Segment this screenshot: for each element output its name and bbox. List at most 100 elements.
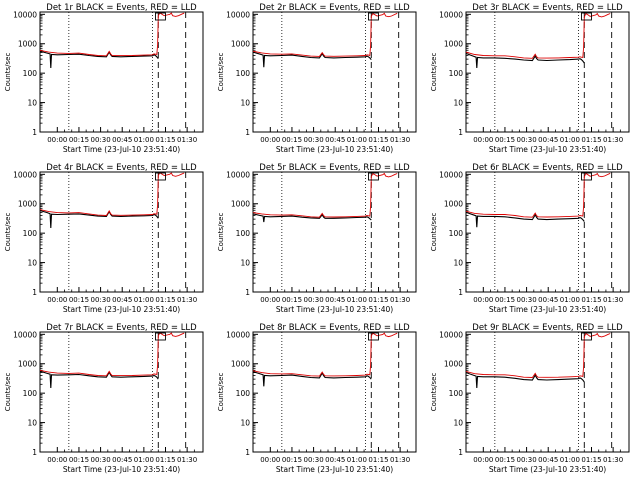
chart-7-y-tick-label: 1 <box>32 448 37 457</box>
chart-5-x-tick-label: 00:45 <box>325 296 345 304</box>
chart-6-title: Det 6r BLACK = Events, RED = LLD <box>472 163 623 173</box>
chart-9-series-events-line <box>466 372 585 389</box>
chart-3-x-tick-label: 00:00 <box>473 136 493 144</box>
chart-9-x-tick-label: 01:15 <box>581 456 601 464</box>
chart-2-y-tick-label: 1 <box>245 128 250 137</box>
chart-1-x-tick-label: 00:15 <box>69 136 89 144</box>
chart-6-x-tick-label: 00:45 <box>538 296 558 304</box>
chart-8-x-tick-label: 01:15 <box>368 456 388 464</box>
chart-6-x-axis-label: Start Time (23-Jul-10 23:51:40) <box>489 305 606 314</box>
chart-7-x-tick-label: 00:30 <box>90 456 110 464</box>
chart-8-y-tick-label: 1000 <box>231 360 250 369</box>
chart-9-plot-frame <box>465 331 630 453</box>
chart-4-series-events-line <box>40 209 159 229</box>
chart-6-y-tick-label: 1 <box>458 288 463 297</box>
chart-3-x-tick-label: 01:15 <box>581 136 601 144</box>
chart-7-x-axis-label: Start Time (23-Jul-10 23:51:40) <box>63 465 180 474</box>
chart-4-y-tick-label: 1 <box>32 288 37 297</box>
chart-5-x-tick-label: 01:30 <box>390 296 410 304</box>
chart-4-series-lld-line <box>40 172 185 216</box>
chart-2-plot-frame <box>252 11 417 133</box>
chart-6-box-marker <box>580 172 592 181</box>
chart-2-y-tick-label: 10000 <box>226 10 250 19</box>
chart-6-plot-frame <box>465 171 630 293</box>
chart-8-y-tick-label: 10 <box>240 419 250 428</box>
chart-1-x-tick-label: 00:30 <box>90 136 110 144</box>
chart-7-x-tick-label: 00:00 <box>47 456 67 464</box>
chart-6-x-tick-label: 01:30 <box>603 296 623 304</box>
chart-panel-9: Det 9r BLACK = Events, RED = LLD Counts/s… <box>430 323 630 474</box>
chart-8-y-tick-label: 10000 <box>226 330 250 339</box>
chart-6-y-tick-label: 100 <box>449 229 464 238</box>
chart-4-x-tick-label: 00:45 <box>112 296 132 304</box>
chart-3-x-tick-label: 01:00 <box>560 136 580 144</box>
chart-3-x-tick-label: 01:30 <box>603 136 623 144</box>
chart-1-y-tick-label: 10000 <box>13 10 37 19</box>
chart-3-series-lld-line <box>466 12 611 59</box>
chart-9-x-tick-label: 01:30 <box>603 456 623 464</box>
chart-2-y-tick-label: 100 <box>236 69 251 78</box>
chart-1-y-tick-label: 100 <box>23 69 38 78</box>
chart-5-x-tick-label: 00:00 <box>260 296 280 304</box>
chart-3-y-tick-label: 1000 <box>444 40 463 49</box>
chart-2-y-tick-label: 10 <box>240 99 250 108</box>
chart-8-y-tick-label: 100 <box>236 389 251 398</box>
chart-panel-2: Det 2r BLACK = Events, RED = LLD Counts/s… <box>217 3 417 154</box>
chart-1-plot-frame <box>39 11 204 133</box>
chart-2-y-axis-label: Counts/sec <box>217 53 225 92</box>
chart-2-title: Det 2r BLACK = Events, RED = LLD <box>259 3 410 13</box>
chart-5-plot-frame <box>252 171 417 293</box>
chart-5-y-tick-label: 100 <box>236 229 251 238</box>
chart-1-y-tick-label: 1000 <box>18 40 37 49</box>
chart-9-y-axis-label: Counts/sec <box>430 373 438 412</box>
chart-4-y-tick-label: 1000 <box>18 200 37 209</box>
chart-8-x-tick-label: 00:15 <box>282 456 302 464</box>
chart-3-title: Det 3r BLACK = Events, RED = LLD <box>472 3 623 13</box>
chart-3-x-tick-label: 00:15 <box>495 136 515 144</box>
chart-6-x-tick-label: 00:30 <box>516 296 536 304</box>
chart-2-series-lld-line <box>253 12 398 57</box>
chart-2-y-tick-label: 1000 <box>231 40 250 49</box>
chart-3-y-axis-label: Counts/sec <box>430 53 438 92</box>
chart-4-y-tick-label: 10 <box>27 259 37 268</box>
chart-1-box-marker <box>154 12 166 21</box>
chart-9-x-tick-label: 01:00 <box>560 456 580 464</box>
chart-2-x-tick-label: 01:30 <box>390 136 410 144</box>
chart-4-x-tick-label: 01:15 <box>155 296 175 304</box>
chart-9-y-tick-label: 10 <box>453 419 463 428</box>
chart-panel-5: Det 5r BLACK = Events, RED = LLD Counts/s… <box>217 163 417 314</box>
chart-9-box-marker <box>580 332 592 341</box>
chart-8-title: Det 8r BLACK = Events, RED = LLD <box>259 323 410 333</box>
chart-3-box-marker <box>580 12 592 21</box>
chart-6-y-axis-label: Counts/sec <box>430 213 438 252</box>
chart-8-x-tick-label: 01:00 <box>347 456 367 464</box>
chart-9-series-lld-line <box>466 332 611 378</box>
chart-6-y-tick-label: 10 <box>453 259 463 268</box>
chart-6-x-tick-label: 01:15 <box>581 296 601 304</box>
chart-4-x-axis-label: Start Time (23-Jul-10 23:51:40) <box>63 305 180 314</box>
chart-panel-1: Det 1r BLACK = Events, RED = LLD Counts/s… <box>4 3 204 154</box>
chart-7-title: Det 7r BLACK = Events, RED = LLD <box>46 323 197 333</box>
chart-9-x-tick-label: 00:45 <box>538 456 558 464</box>
chart-4-y-axis-label: Counts/sec <box>4 213 12 252</box>
chart-8-x-axis-label: Start Time (23-Jul-10 23:51:40) <box>276 465 393 474</box>
chart-7-series-events-line <box>40 370 159 389</box>
chart-7-x-tick-label: 01:30 <box>177 456 197 464</box>
chart-1-y-tick-label: 10 <box>27 99 37 108</box>
chart-panel-8: Det 8r BLACK = Events, RED = LLD Counts/s… <box>217 323 417 474</box>
chart-1-x-tick-label: 01:30 <box>177 136 197 144</box>
chart-4-x-tick-label: 01:30 <box>177 296 197 304</box>
chart-8-box-marker <box>367 332 379 341</box>
chart-3-plot-frame <box>465 11 630 133</box>
chart-panel-3: Det 3r BLACK = Events, RED = LLD Counts/s… <box>430 3 630 154</box>
chart-6-series-events-line <box>466 211 585 228</box>
chart-4-y-tick-label: 10000 <box>13 170 37 179</box>
chart-9-x-tick-label: 00:15 <box>495 456 515 464</box>
chart-8-series-lld-line <box>253 332 398 377</box>
chart-7-plot-frame <box>39 331 204 453</box>
chart-7-y-axis-label: Counts/sec <box>4 373 12 412</box>
chart-6-x-tick-label: 01:00 <box>560 296 580 304</box>
chart-3-x-axis-label: Start Time (23-Jul-10 23:51:40) <box>489 145 606 154</box>
chart-5-y-tick-label: 10 <box>240 259 250 268</box>
chart-5-title: Det 5r BLACK = Events, RED = LLD <box>259 163 410 173</box>
